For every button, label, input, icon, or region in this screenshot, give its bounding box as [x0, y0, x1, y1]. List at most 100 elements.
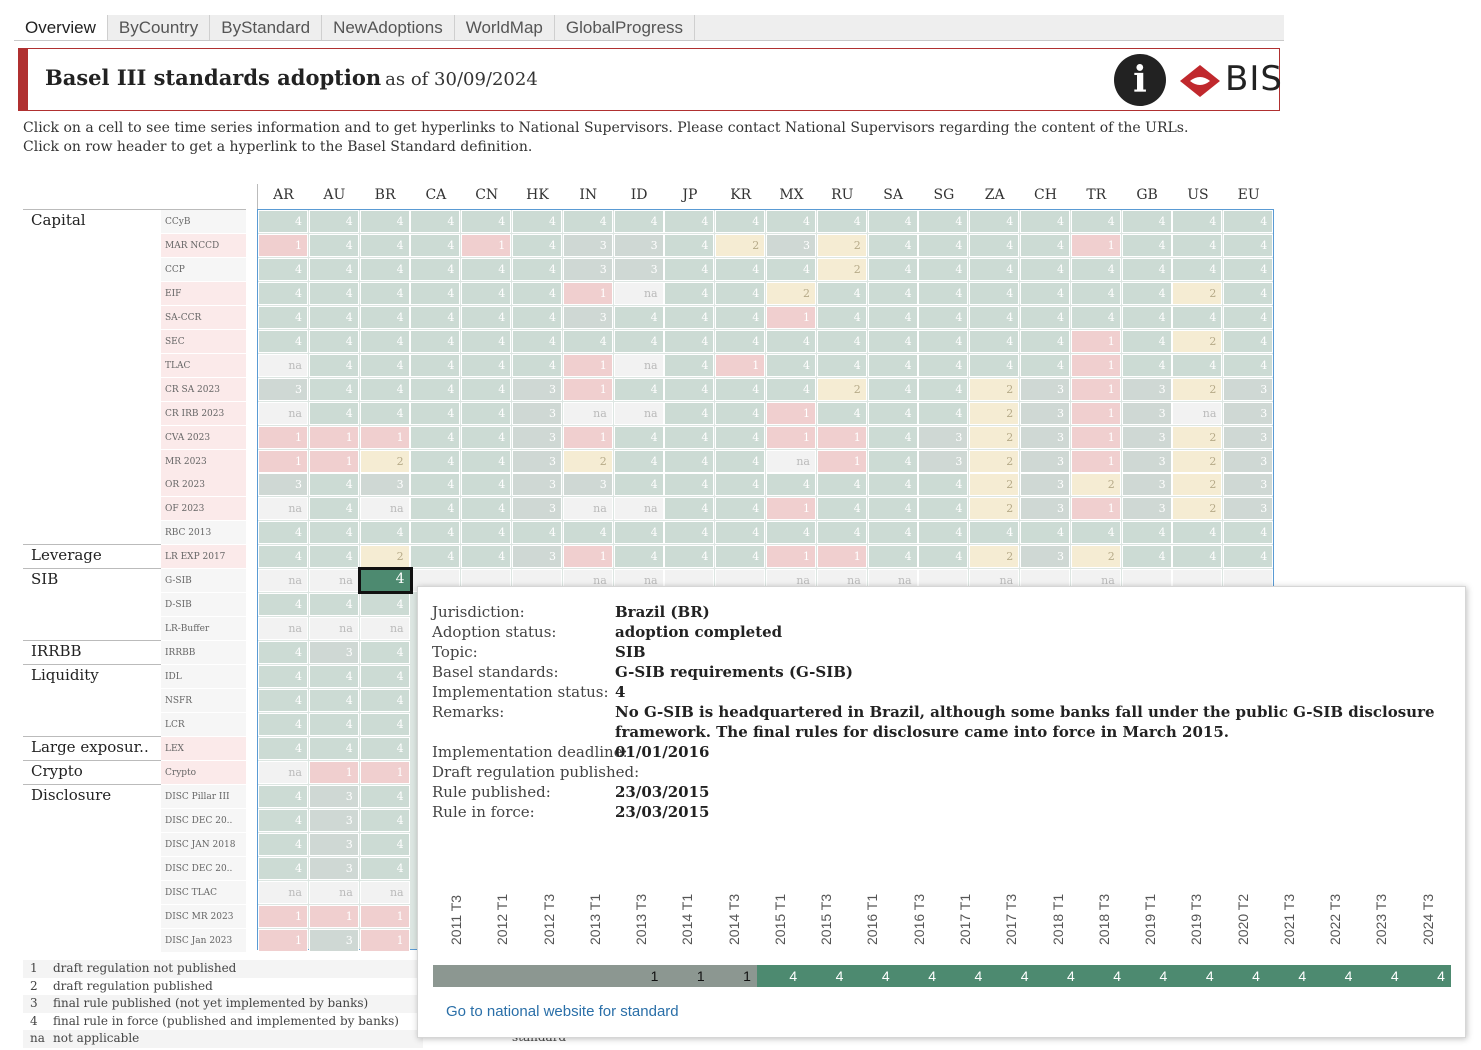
status-cell[interactable]: 4: [410, 305, 461, 329]
status-cell[interactable]: 3: [1223, 473, 1274, 497]
status-cell[interactable]: 4: [664, 210, 715, 233]
status-cell[interactable]: 4: [867, 353, 918, 377]
status-cell[interactable]: 4: [664, 353, 715, 377]
status-cell[interactable]: na: [258, 353, 308, 377]
status-cell[interactable]: 1: [1070, 425, 1121, 449]
status-cell[interactable]: na: [258, 569, 308, 593]
status-cell[interactable]: 4: [308, 233, 359, 257]
status-cell[interactable]: 1: [258, 928, 308, 952]
status-cell[interactable]: 4: [461, 377, 512, 401]
standard-row-header[interactable]: DISC DEC 20..: [161, 808, 246, 833]
status-cell[interactable]: 2: [816, 377, 867, 401]
status-cell[interactable]: 1: [258, 449, 308, 473]
status-cell[interactable]: 4: [918, 377, 969, 401]
status-cell[interactable]: 4: [1020, 329, 1070, 353]
status-cell[interactable]: 4: [613, 329, 664, 353]
status-cell[interactable]: 3: [512, 473, 562, 497]
status-cell[interactable]: 3: [1223, 401, 1274, 425]
status-cell[interactable]: 4: [461, 401, 512, 425]
status-cell[interactable]: 3: [1223, 425, 1274, 449]
status-cell[interactable]: 3: [613, 257, 664, 281]
status-cell[interactable]: 3: [562, 305, 613, 329]
status-cell[interactable]: 2: [969, 401, 1020, 425]
status-cell[interactable]: 4: [359, 856, 410, 880]
status-cell[interactable]: 4: [715, 497, 766, 521]
status-cell[interactable]: 4: [766, 329, 816, 353]
status-cell[interactable]: 4: [766, 210, 816, 233]
status-cell[interactable]: 2: [1070, 545, 1121, 569]
status-cell[interactable]: 1: [359, 760, 410, 784]
status-cell[interactable]: 4: [258, 305, 308, 329]
status-cell[interactable]: 4: [410, 281, 461, 305]
selected-status-cell[interactable]: 4: [357, 567, 413, 595]
status-cell[interactable]: 4: [410, 329, 461, 353]
status-cell[interactable]: 4: [410, 497, 461, 521]
status-cell[interactable]: 1: [816, 425, 867, 449]
standard-row-header[interactable]: EIF: [161, 281, 246, 306]
standard-row-header[interactable]: LR EXP 2017: [161, 545, 246, 570]
status-cell[interactable]: 1: [816, 545, 867, 569]
status-cell[interactable]: 4: [1172, 305, 1223, 329]
status-cell[interactable]: 4: [1172, 353, 1223, 377]
status-cell[interactable]: 4: [308, 689, 359, 712]
topic-label[interactable]: Crypto: [31, 761, 83, 780]
status-cell[interactable]: 3: [308, 928, 359, 952]
standard-row-header[interactable]: MR 2023: [161, 449, 246, 474]
status-cell[interactable]: 4: [258, 856, 308, 880]
status-cell[interactable]: 4: [461, 449, 512, 473]
status-cell[interactable]: 3: [766, 233, 816, 257]
status-cell[interactable]: na: [258, 760, 308, 784]
status-cell[interactable]: 4: [1121, 305, 1172, 329]
status-cell[interactable]: 4: [512, 257, 562, 281]
status-cell[interactable]: 3: [512, 449, 562, 473]
standard-row-header[interactable]: LEX: [161, 736, 246, 761]
status-cell[interactable]: 4: [1020, 521, 1070, 545]
status-cell[interactable]: 4: [461, 210, 512, 233]
standard-row-header[interactable]: LCR: [161, 712, 246, 737]
topic-label[interactable]: SIB: [31, 570, 59, 589]
status-cell[interactable]: 4: [308, 210, 359, 233]
status-cell[interactable]: 2: [816, 233, 867, 257]
standard-row-header[interactable]: Crypto: [161, 760, 246, 785]
status-cell[interactable]: 4: [410, 545, 461, 569]
status-cell[interactable]: 1: [308, 449, 359, 473]
status-cell[interactable]: 3: [512, 545, 562, 569]
status-cell[interactable]: 4: [258, 689, 308, 712]
status-cell[interactable]: 4: [410, 473, 461, 497]
standard-row-header[interactable]: SEC: [161, 329, 246, 354]
status-cell[interactable]: 4: [613, 377, 664, 401]
standard-row-header[interactable]: CR SA 2023: [161, 377, 246, 402]
status-cell[interactable]: 4: [715, 449, 766, 473]
status-cell[interactable]: 2: [816, 257, 867, 281]
status-cell[interactable]: 4: [715, 377, 766, 401]
status-cell[interactable]: 4: [1172, 210, 1223, 233]
status-cell[interactable]: 4: [1172, 545, 1223, 569]
status-cell[interactable]: 4: [1070, 521, 1121, 545]
standard-row-header[interactable]: DISC DEC 20..: [161, 856, 246, 881]
status-cell[interactable]: 4: [258, 545, 308, 569]
status-cell[interactable]: 4: [308, 353, 359, 377]
status-cell[interactable]: 4: [258, 832, 308, 856]
status-cell[interactable]: 4: [308, 712, 359, 736]
status-cell[interactable]: 4: [766, 353, 816, 377]
status-cell[interactable]: na: [1172, 401, 1223, 425]
status-cell[interactable]: 4: [359, 736, 410, 760]
status-cell[interactable]: 4: [867, 377, 918, 401]
status-cell[interactable]: 4: [461, 473, 512, 497]
status-cell[interactable]: 4: [410, 233, 461, 257]
status-cell[interactable]: 4: [461, 353, 512, 377]
status-cell[interactable]: 1: [258, 425, 308, 449]
status-cell[interactable]: 4: [1172, 257, 1223, 281]
status-cell[interactable]: 4: [816, 521, 867, 545]
status-cell[interactable]: na: [613, 281, 664, 305]
status-cell[interactable]: 4: [816, 401, 867, 425]
status-cell[interactable]: 4: [918, 473, 969, 497]
status-cell[interactable]: 4: [664, 377, 715, 401]
status-cell[interactable]: 2: [1172, 473, 1223, 497]
status-cell[interactable]: 1: [766, 401, 816, 425]
status-cell[interactable]: 4: [410, 425, 461, 449]
status-cell[interactable]: 3: [512, 401, 562, 425]
status-cell[interactable]: 4: [715, 425, 766, 449]
status-cell[interactable]: 4: [867, 473, 918, 497]
standard-row-header[interactable]: OF 2023: [161, 497, 246, 522]
